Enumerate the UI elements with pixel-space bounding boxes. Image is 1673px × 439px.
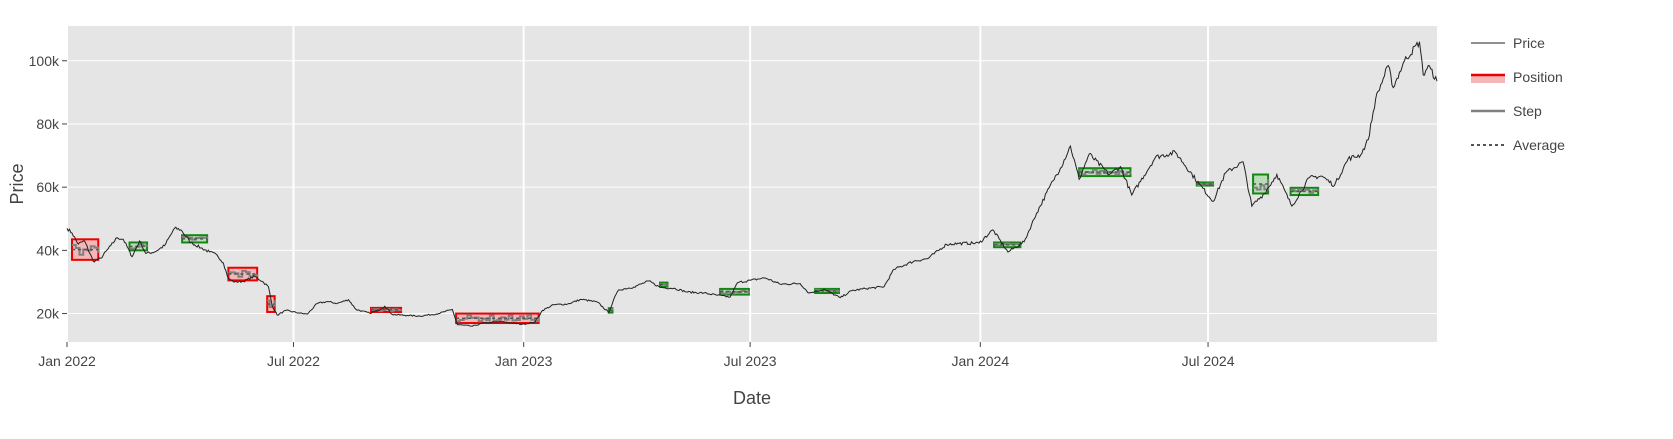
step-trace bbox=[456, 314, 540, 323]
position-profit bbox=[719, 287, 750, 296]
legend-swatch-fill bbox=[1471, 75, 1505, 83]
position-profit bbox=[1289, 186, 1320, 197]
legend-label: Position bbox=[1513, 69, 1563, 85]
position-profit bbox=[659, 281, 669, 288]
legend-item-position[interactable]: Position bbox=[1471, 69, 1563, 85]
legend-item-average[interactable]: Average bbox=[1471, 137, 1565, 153]
legend: Price Position Step Average bbox=[1471, 35, 1565, 153]
step-trace bbox=[72, 243, 100, 256]
y-tick-label: 40k bbox=[36, 242, 60, 258]
position-profit bbox=[1252, 173, 1270, 195]
legend-label: Step bbox=[1513, 103, 1542, 119]
x-tick-label: Jul 2022 bbox=[267, 353, 320, 369]
x-axis-ticks: Jan 2022 Jul 2022 Jan 2023 Jul 2023 Jan 2024… bbox=[38, 342, 1235, 369]
y-tick-label: 80k bbox=[36, 116, 60, 132]
legend-item-price[interactable]: Price bbox=[1471, 35, 1545, 51]
price-series bbox=[66, 41, 1438, 327]
x-axis-title: Date bbox=[733, 388, 771, 408]
legend-item-step[interactable]: Step bbox=[1471, 103, 1542, 119]
grid-lines bbox=[66, 26, 1437, 342]
position-loss bbox=[227, 266, 259, 282]
position-loss bbox=[266, 295, 276, 313]
step-trace bbox=[1290, 188, 1320, 194]
step-trace bbox=[182, 235, 209, 241]
y-tick-label: 100k bbox=[29, 53, 60, 69]
position-profit bbox=[128, 241, 149, 252]
plot-background bbox=[67, 26, 1437, 342]
x-tick-label: Jan 2024 bbox=[952, 353, 1010, 369]
y-tick-label: 60k bbox=[36, 179, 60, 195]
step-trace bbox=[994, 242, 1022, 247]
x-tick-label: Jan 2023 bbox=[495, 353, 553, 369]
position-profit bbox=[181, 234, 209, 244]
position-loss bbox=[455, 312, 540, 325]
legend-label: Price bbox=[1513, 35, 1545, 51]
legend-label: Average bbox=[1513, 137, 1565, 153]
y-axis-ticks: 20k 40k 60k 80k 100k bbox=[29, 53, 67, 322]
step-trace bbox=[267, 299, 276, 308]
position-profit bbox=[993, 241, 1022, 249]
x-tick-label: Jul 2024 bbox=[1182, 353, 1235, 369]
y-tick-label: 20k bbox=[36, 306, 60, 322]
y-axis-title: Price bbox=[7, 163, 27, 204]
x-tick-label: Jul 2023 bbox=[724, 353, 777, 369]
step-trace bbox=[129, 243, 149, 250]
position-boxes bbox=[71, 167, 1320, 325]
x-tick-label: Jan 2022 bbox=[38, 353, 96, 369]
price-line bbox=[66, 41, 1438, 327]
